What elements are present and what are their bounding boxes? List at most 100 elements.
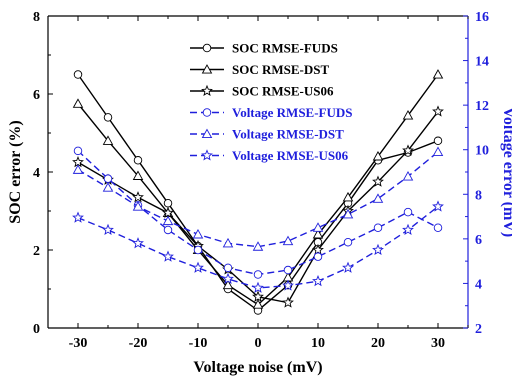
- right-y-tick-label: 4: [475, 277, 482, 292]
- data-point: [222, 279, 234, 290]
- data-point: [342, 208, 354, 219]
- data-point: [72, 164, 84, 174]
- data-point: [162, 215, 174, 226]
- data-point: [192, 228, 204, 239]
- right-y-tick-label: 16: [475, 10, 489, 25]
- data-point: [103, 113, 113, 122]
- data-point: [192, 261, 204, 273]
- left-y-tick-label: 4: [33, 166, 40, 181]
- data-point: [282, 296, 294, 308]
- data-point: [312, 222, 324, 232]
- legend-marker: [201, 84, 213, 97]
- legend-label: SOC RMSE-FUDS: [232, 41, 338, 56]
- data-point: [312, 274, 324, 287]
- right-y-tick-label: 14: [475, 55, 489, 70]
- data-point: [163, 198, 173, 208]
- legend-label: Voltage RMSE-DST: [232, 127, 344, 142]
- data-point: [133, 156, 143, 165]
- data-point: [73, 70, 83, 79]
- data-point: [402, 171, 414, 181]
- data-point: [342, 191, 354, 202]
- data-point: [72, 98, 84, 108]
- legend-marker: [201, 149, 213, 161]
- data-point: [372, 175, 384, 187]
- data-point: [342, 261, 354, 273]
- data-point: [343, 237, 353, 247]
- data-point: [283, 265, 293, 275]
- data-point: [402, 144, 414, 156]
- series-voltage-rmse-dst: [72, 146, 444, 251]
- data-point: [193, 245, 203, 255]
- data-point: [252, 290, 264, 302]
- legend-item: Voltage RMSE-US06: [190, 148, 349, 163]
- series-layer: [72, 69, 444, 315]
- data-point: [252, 299, 264, 309]
- data-point: [132, 201, 144, 211]
- data-point: [252, 281, 264, 293]
- legend-label: SOC RMSE-US06: [232, 84, 334, 99]
- data-point: [73, 146, 83, 156]
- data-point: [372, 243, 384, 256]
- data-point: [103, 174, 113, 183]
- data-point: [72, 211, 84, 223]
- legend-label: Voltage RMSE-FUDS: [232, 105, 353, 120]
- legend-marker: [201, 64, 213, 74]
- legend-label: Voltage RMSE-US06: [232, 148, 349, 163]
- right-y-tick-label: 10: [475, 144, 489, 159]
- data-point: [102, 135, 114, 145]
- data-point: [372, 193, 384, 203]
- legend-item: SOC RMSE-DST: [190, 62, 329, 77]
- x-tick-label: -10: [189, 336, 208, 351]
- data-point: [312, 228, 324, 239]
- data-point: [433, 136, 443, 146]
- data-point: [223, 263, 233, 273]
- data-point: [252, 241, 264, 251]
- data-point: [132, 237, 144, 249]
- data-point: [132, 170, 144, 180]
- data-point: [312, 243, 324, 256]
- x-tick-label: 30: [431, 336, 445, 351]
- right-y-tick-label: 6: [475, 233, 482, 248]
- data-point: [313, 252, 323, 261]
- right-y-axis-title: Voltage error (mV): [500, 107, 512, 237]
- axes-layer: -30 -20 -10 0 10 20 30 0 2 4 6 8 2 4 6 8 10 12 14 16 Voltage…: [7, 10, 512, 376]
- left-y-tick-label: 0: [33, 322, 40, 337]
- data-point: [163, 225, 173, 235]
- legend-item: SOC RMSE-FUDS: [190, 41, 338, 56]
- legend-item: Voltage RMSE-DST: [190, 127, 344, 142]
- left-y-axis-title: SOC error (%): [7, 120, 24, 223]
- x-tick-label: 20: [371, 336, 385, 351]
- left-y-tick-label: 8: [33, 10, 40, 25]
- legend-marker: [201, 128, 213, 139]
- data-point: [282, 279, 294, 291]
- right-y-tick-label: 12: [475, 99, 489, 114]
- data-point: [432, 200, 444, 212]
- x-tick-label: -30: [69, 336, 88, 351]
- data-point: [432, 69, 444, 79]
- right-y-tick-label: 8: [475, 188, 482, 203]
- legend-item: Voltage RMSE-FUDS: [190, 105, 353, 120]
- data-point: [162, 206, 174, 218]
- right-y-tick-label: 2: [475, 322, 482, 337]
- data-point: [432, 146, 444, 156]
- data-point: [132, 191, 144, 203]
- legend-marker: [202, 43, 212, 53]
- x-axis-title: Voltage noise (mV): [193, 359, 322, 376]
- legend-marker: [202, 108, 212, 117]
- data-point: [222, 237, 234, 248]
- data-point: [102, 182, 114, 192]
- data-point: [222, 272, 234, 284]
- left-y-tick-label: 6: [33, 88, 40, 103]
- legend-label: SOC RMSE-DST: [232, 62, 329, 77]
- x-tick-label: -20: [129, 336, 148, 351]
- data-point: [403, 207, 413, 217]
- series-voltage-rmse-us06: [72, 200, 444, 293]
- data-point: [372, 150, 384, 161]
- data-point: [432, 105, 444, 117]
- legend-item: SOC RMSE-US06: [190, 84, 334, 99]
- data-point: [282, 235, 294, 246]
- data-point: [373, 223, 383, 232]
- left-y-tick-label: 2: [33, 244, 40, 259]
- data-point: [253, 270, 263, 279]
